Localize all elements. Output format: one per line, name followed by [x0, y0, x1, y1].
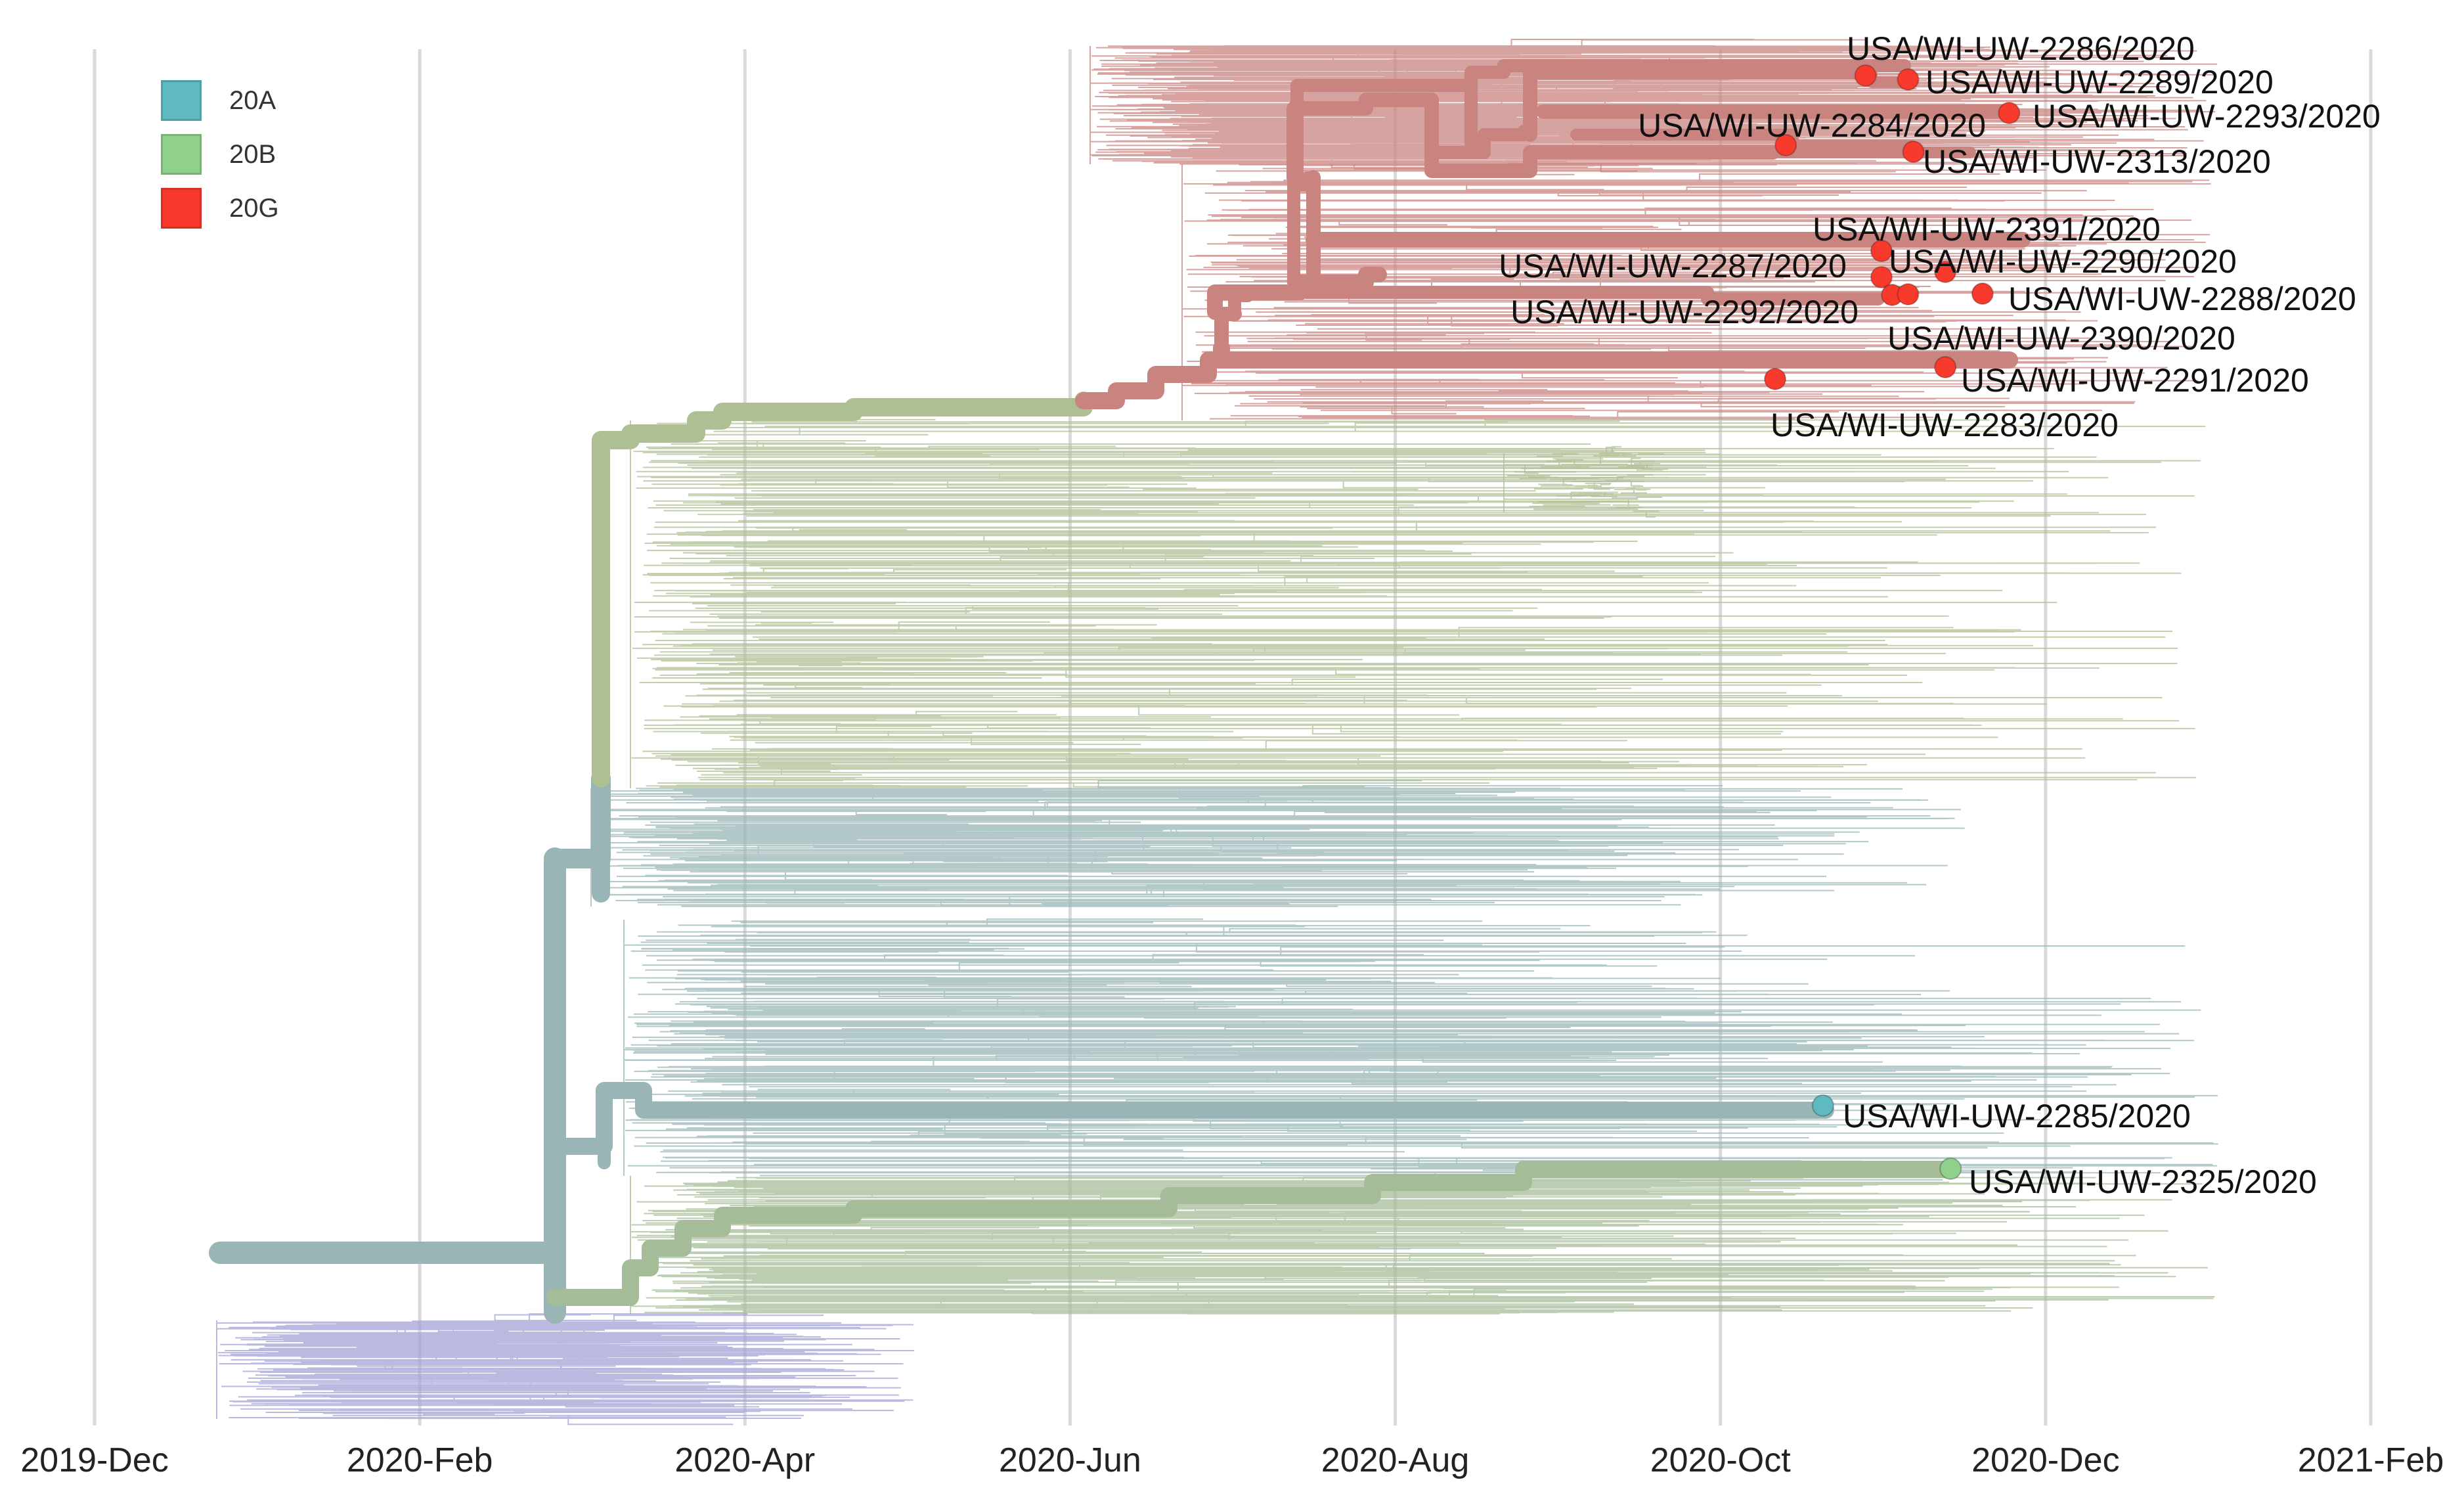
tip-label: USA/WI-UW-2285/2020 — [1843, 1098, 2191, 1134]
tip-label: USA/WI-UW-2283/2020 — [1771, 407, 2119, 443]
tip-label: USA/WI-UW-2288/2020 — [2008, 281, 2356, 317]
tip-label: USA/WI-UW-2290/2020 — [1889, 243, 2237, 280]
tip-marker[interactable] — [1870, 240, 1893, 262]
highlighted-branches — [209, 59, 2031, 1324]
axis-tick-label: 2020-Jun — [999, 1441, 1141, 1479]
tip-marker[interactable] — [1934, 261, 1957, 283]
axis-tick-label: 2019-Dec — [20, 1441, 168, 1479]
tip-label: USA/WI-UW-2287/2020 — [1499, 248, 1847, 284]
legend-item-20a[interactable]: 20A — [161, 74, 279, 127]
highlighted-lineage — [1281, 286, 1885, 305]
branch-cloud — [1503, 446, 1669, 518]
highlighted-lineage — [1288, 277, 1313, 298]
tip-label: USA/WI-UW-2286/2020 — [1847, 30, 2195, 67]
axis-tick-label: 2020-Apr — [674, 1441, 815, 1479]
tip-label: USA/WI-UW-2291/2020 — [1961, 362, 2309, 399]
highlighted-lineage — [1228, 289, 1254, 321]
tip-marker[interactable] — [1971, 282, 1994, 305]
tip-marker[interactable] — [1998, 102, 2021, 124]
tip-marker[interactable] — [1854, 64, 1877, 87]
branch-cloud — [630, 1176, 2215, 1314]
legend-label-20a: 20A — [229, 85, 276, 115]
tip-marker[interactable] — [1897, 68, 1920, 91]
legend-item-20b[interactable]: 20B — [161, 127, 279, 181]
tip-label: USA/WI-UW-2313/2020 — [1923, 143, 2271, 180]
tip-label: USA/WI-UW-2391/2020 — [1813, 211, 2161, 248]
highlighted-lineage — [1290, 79, 1451, 181]
highlighted-lineage — [592, 392, 1093, 788]
tip-marker[interactable] — [1934, 356, 1957, 378]
branch-cloud — [216, 1313, 915, 1426]
tip-marker[interactable] — [1811, 1094, 1834, 1117]
axis-tick-label: 2020-Oct — [1650, 1441, 1791, 1479]
tip-marker[interactable] — [1774, 134, 1797, 156]
legend-swatch-20b — [161, 134, 202, 175]
axis-tick-label: 2021-Feb — [2298, 1441, 2444, 1479]
tip-label: USA/WI-UW-2289/2020 — [1925, 64, 2274, 101]
branch-cloud — [590, 780, 1965, 907]
tip-marker[interactable] — [1902, 141, 1925, 163]
tip-label: USA/WI-UW-2284/2020 — [1638, 107, 1986, 144]
axis-tick-label: 2020-Aug — [1321, 1441, 1470, 1479]
branch-cloud — [630, 418, 2206, 788]
tip-marker[interactable] — [1764, 368, 1787, 390]
thin-branches — [216, 39, 2218, 1426]
legend-swatch-20a — [161, 80, 202, 121]
tip-marker[interactable] — [1870, 266, 1893, 288]
highlighted-lineage — [546, 1161, 1959, 1306]
tip-marker[interactable] — [1939, 1157, 1962, 1180]
axis-tick-label: 2020-Feb — [347, 1441, 493, 1479]
highlighted-lineage — [1288, 171, 1319, 191]
legend-item-20g[interactable]: 20G — [161, 181, 279, 235]
legend-label-20g: 20G — [229, 193, 279, 223]
tip-label: USA/WI-UW-2292/2020 — [1510, 294, 1859, 330]
tip-label: USA/WI-UW-2293/2020 — [2033, 98, 2381, 135]
branch-cloud — [623, 918, 2218, 1181]
clade-legend: 20A 20B 20G — [161, 74, 279, 235]
legend-swatch-20g — [161, 188, 202, 229]
tip-label: USA/WI-UW-2390/2020 — [1887, 320, 2235, 357]
highlighted-tips: USA/WI-UW-2286/2020USA/WI-UW-2289/2020US… — [1499, 30, 2381, 1200]
tip-label: USA/WI-UW-2325/2020 — [1969, 1163, 2317, 1200]
legend-label-20b: 20B — [229, 139, 276, 169]
time-axis: 2019-Dec 2020-Feb 2020-Apr 2020-Jun 2020-Aug… — [20, 1441, 2444, 1479]
axis-tick-label: 2020-Dec — [1971, 1441, 2119, 1479]
tip-marker[interactable] — [1897, 283, 1920, 305]
